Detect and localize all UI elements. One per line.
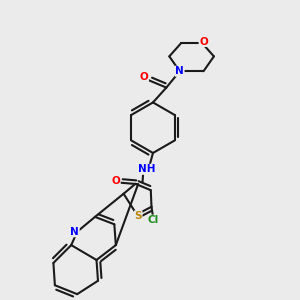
Text: S: S [134, 211, 142, 221]
Text: NH: NH [138, 164, 156, 174]
Text: O: O [199, 37, 208, 46]
Text: Cl: Cl [147, 215, 159, 225]
Text: N: N [70, 227, 79, 237]
Text: N: N [175, 66, 184, 76]
Text: O: O [111, 176, 120, 186]
Text: O: O [140, 72, 148, 82]
